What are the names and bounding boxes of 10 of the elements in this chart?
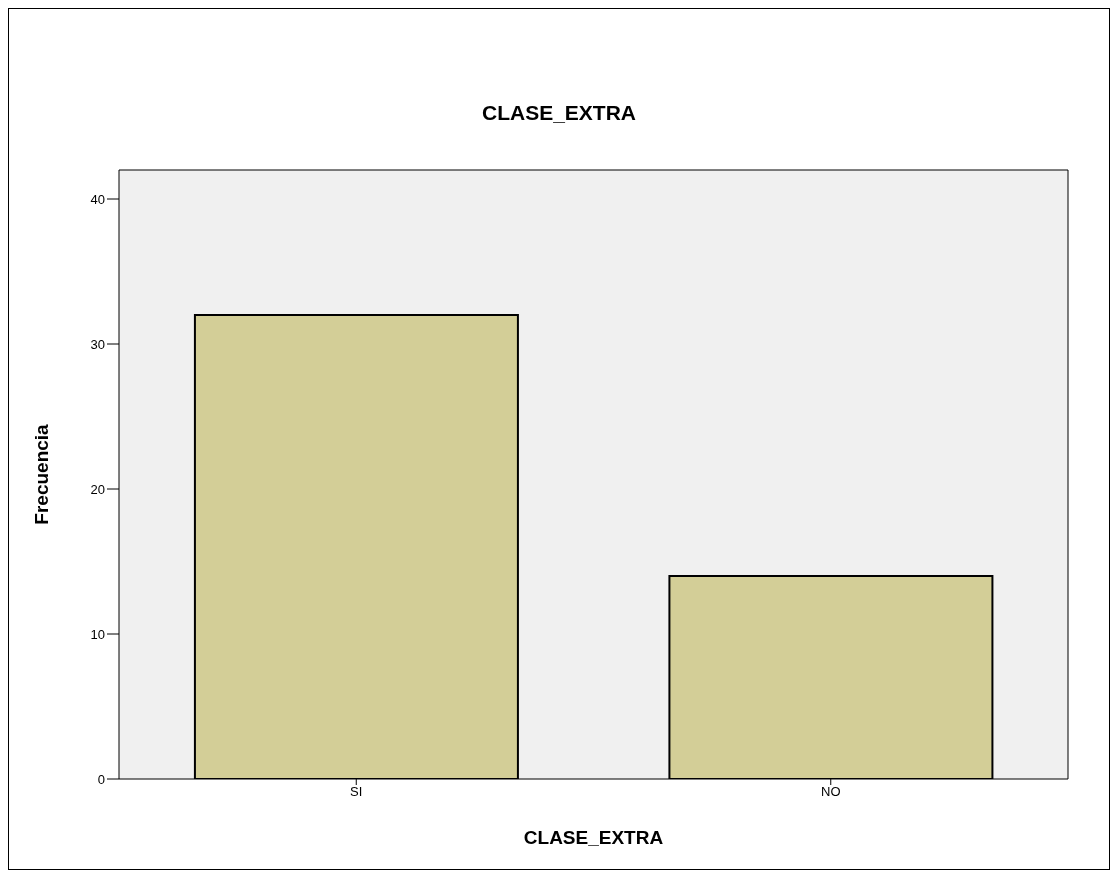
chart-title: CLASE_EXTRA bbox=[481, 101, 637, 125]
x-axis-title: CLASE_EXTRA bbox=[523, 827, 664, 848]
y-tick-label: 0 bbox=[97, 771, 105, 787]
y-tick-label: 20 bbox=[90, 481, 105, 497]
y-tick-label: 30 bbox=[90, 336, 105, 352]
y-tick-label: 10 bbox=[90, 626, 105, 642]
y-tick-label: 40 bbox=[90, 191, 105, 207]
x-tick-label: SI bbox=[350, 784, 363, 800]
y-axis-title: Frecuencia bbox=[30, 423, 52, 525]
x-tick-label: NO bbox=[821, 784, 841, 800]
